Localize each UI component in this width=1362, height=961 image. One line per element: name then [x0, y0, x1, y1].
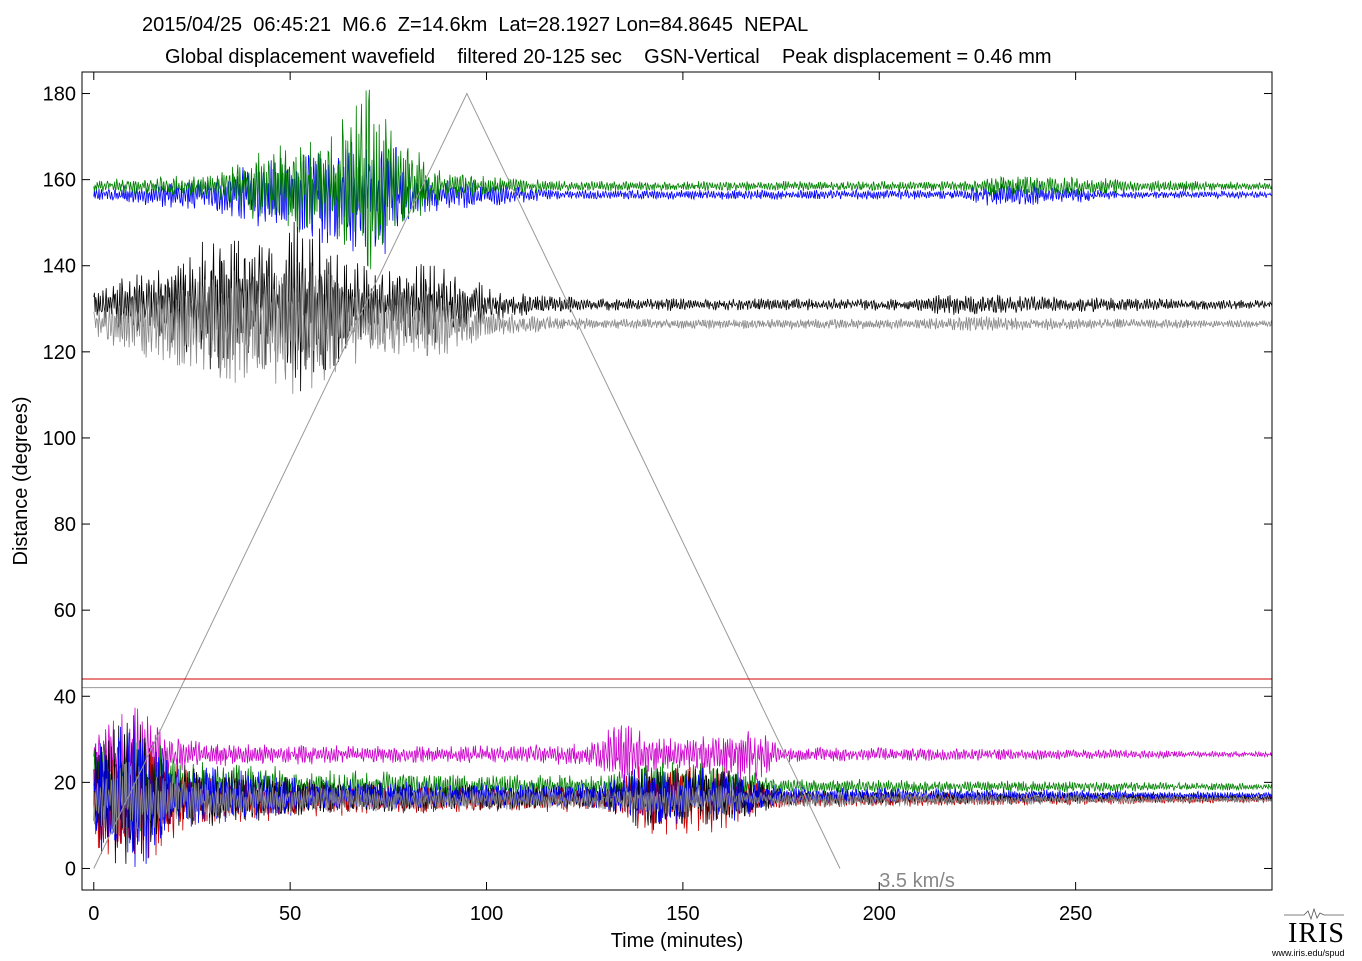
y-tick-label: 140 — [43, 256, 76, 278]
reference-lines: 3.5 km/s — [82, 92, 1272, 892]
iris-logo-url: www.iris.edu/spud — [1272, 948, 1345, 958]
seismogram-trace — [93, 141, 1273, 255]
chart-subtitle: Global displacement wavefield filtered 2… — [165, 46, 1052, 68]
velocity-annotation: 3.5 km/s — [879, 870, 955, 892]
x-axis-label: Time (minutes) — [611, 930, 744, 952]
seismograph-icon — [1284, 908, 1344, 920]
chart-title: 2015/04/25 06:45:21 M6.6 Z=14.6km Lat=28… — [142, 14, 809, 36]
seismogram-trace — [93, 261, 1273, 394]
seismogram-trace — [93, 221, 1273, 392]
trace-group — [93, 89, 1273, 868]
x-tick-label: 0 — [88, 903, 99, 925]
y-tick-label: 80 — [54, 514, 76, 536]
y-tick-label: 40 — [54, 686, 76, 708]
seismogram-trace — [93, 761, 1273, 837]
seismogram-trace — [93, 707, 1273, 796]
x-tick-label: 200 — [863, 903, 896, 925]
y-axis-label: Distance (degrees) — [10, 397, 32, 566]
iris-logo: IRIS www.iris.edu/spud — [1270, 908, 1356, 960]
plot-frame — [81, 71, 1273, 891]
y-tick-label: 20 — [54, 772, 76, 794]
axes-group: 0 50 100 150 200 250 0 20 40 60 80 100 120 140 160 180 — [43, 72, 1272, 925]
x-tick-label: 100 — [470, 903, 503, 925]
velocity-reference-line — [93, 92, 841, 869]
y-tick-label: 160 — [43, 170, 76, 192]
x-tick-label: 250 — [1059, 903, 1092, 925]
x-tick-label: 50 — [279, 903, 301, 925]
y-tick-label: 0 — [65, 858, 76, 880]
y-tick-label: 60 — [54, 600, 76, 622]
x-tick-label: 150 — [666, 903, 699, 925]
iris-logo-word: IRIS — [1288, 918, 1345, 949]
seismogram-trace — [93, 89, 1273, 270]
y-tick-label: 180 — [43, 84, 76, 106]
y-tick-label: 100 — [43, 428, 76, 450]
y-tick-label: 120 — [43, 342, 76, 364]
